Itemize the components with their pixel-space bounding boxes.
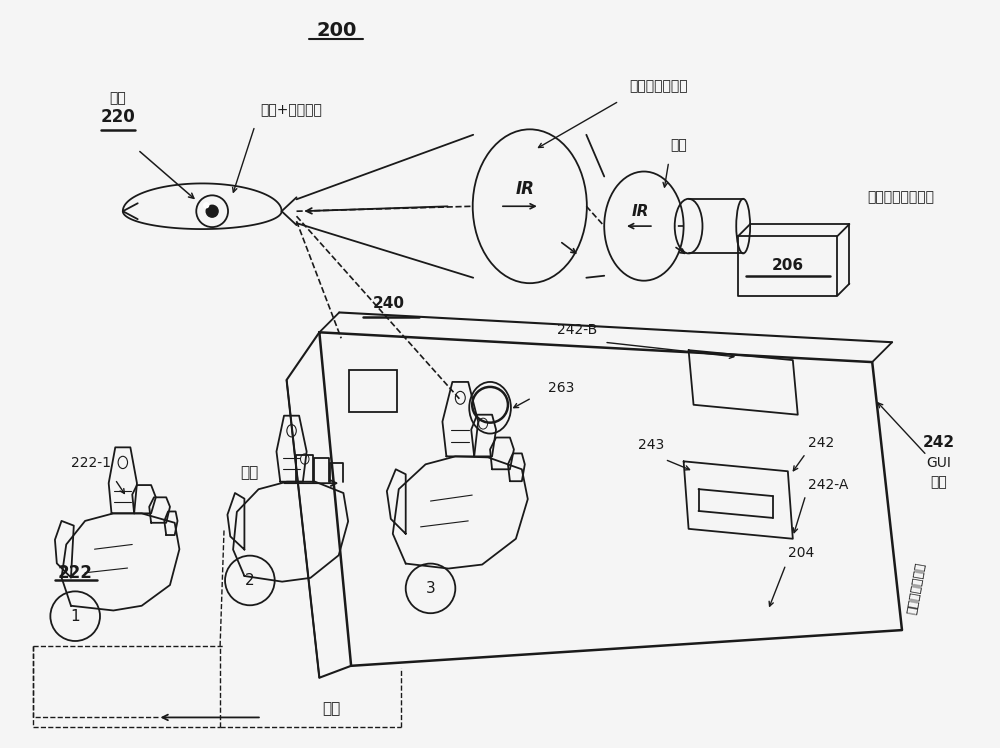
Text: 眼睛: 眼睛 bbox=[109, 91, 126, 105]
Text: 接近: 接近 bbox=[241, 465, 259, 480]
Bar bbox=[349, 370, 397, 411]
Text: 1: 1 bbox=[70, 609, 80, 624]
Text: 263: 263 bbox=[548, 381, 575, 395]
Text: 222-1: 222-1 bbox=[71, 456, 111, 470]
Text: 释放: 释放 bbox=[322, 702, 340, 717]
Text: 242-B: 242-B bbox=[557, 323, 598, 337]
Text: 222: 222 bbox=[58, 563, 93, 581]
Text: 243: 243 bbox=[638, 438, 664, 453]
Text: 显示器触接屏幕: 显示器触接屏幕 bbox=[906, 562, 928, 616]
Text: 204: 204 bbox=[788, 545, 814, 560]
Text: GUI: GUI bbox=[926, 456, 951, 470]
Text: IR: IR bbox=[631, 204, 649, 219]
Text: 242: 242 bbox=[923, 435, 955, 450]
Text: IR: IR bbox=[515, 180, 534, 198]
Text: 到摄像头的图案: 到摄像头的图案 bbox=[629, 79, 688, 93]
Text: 240: 240 bbox=[373, 296, 405, 311]
Text: 242: 242 bbox=[808, 436, 834, 450]
Text: 206: 206 bbox=[772, 258, 804, 273]
Text: 元素: 元素 bbox=[930, 475, 947, 489]
Text: 2: 2 bbox=[245, 573, 255, 588]
Text: 照射: 照射 bbox=[670, 138, 687, 153]
Circle shape bbox=[204, 203, 209, 208]
Text: 242-A: 242-A bbox=[808, 478, 848, 492]
Text: 3: 3 bbox=[426, 581, 435, 596]
Text: 220: 220 bbox=[100, 108, 135, 126]
Text: 瞳孔+角膜反射: 瞳孔+角膜反射 bbox=[261, 103, 322, 117]
Text: 200: 200 bbox=[316, 21, 356, 40]
Text: 眼睛凝視跟踪系统: 眼睛凝視跟踪系统 bbox=[867, 190, 934, 204]
Circle shape bbox=[206, 205, 218, 217]
